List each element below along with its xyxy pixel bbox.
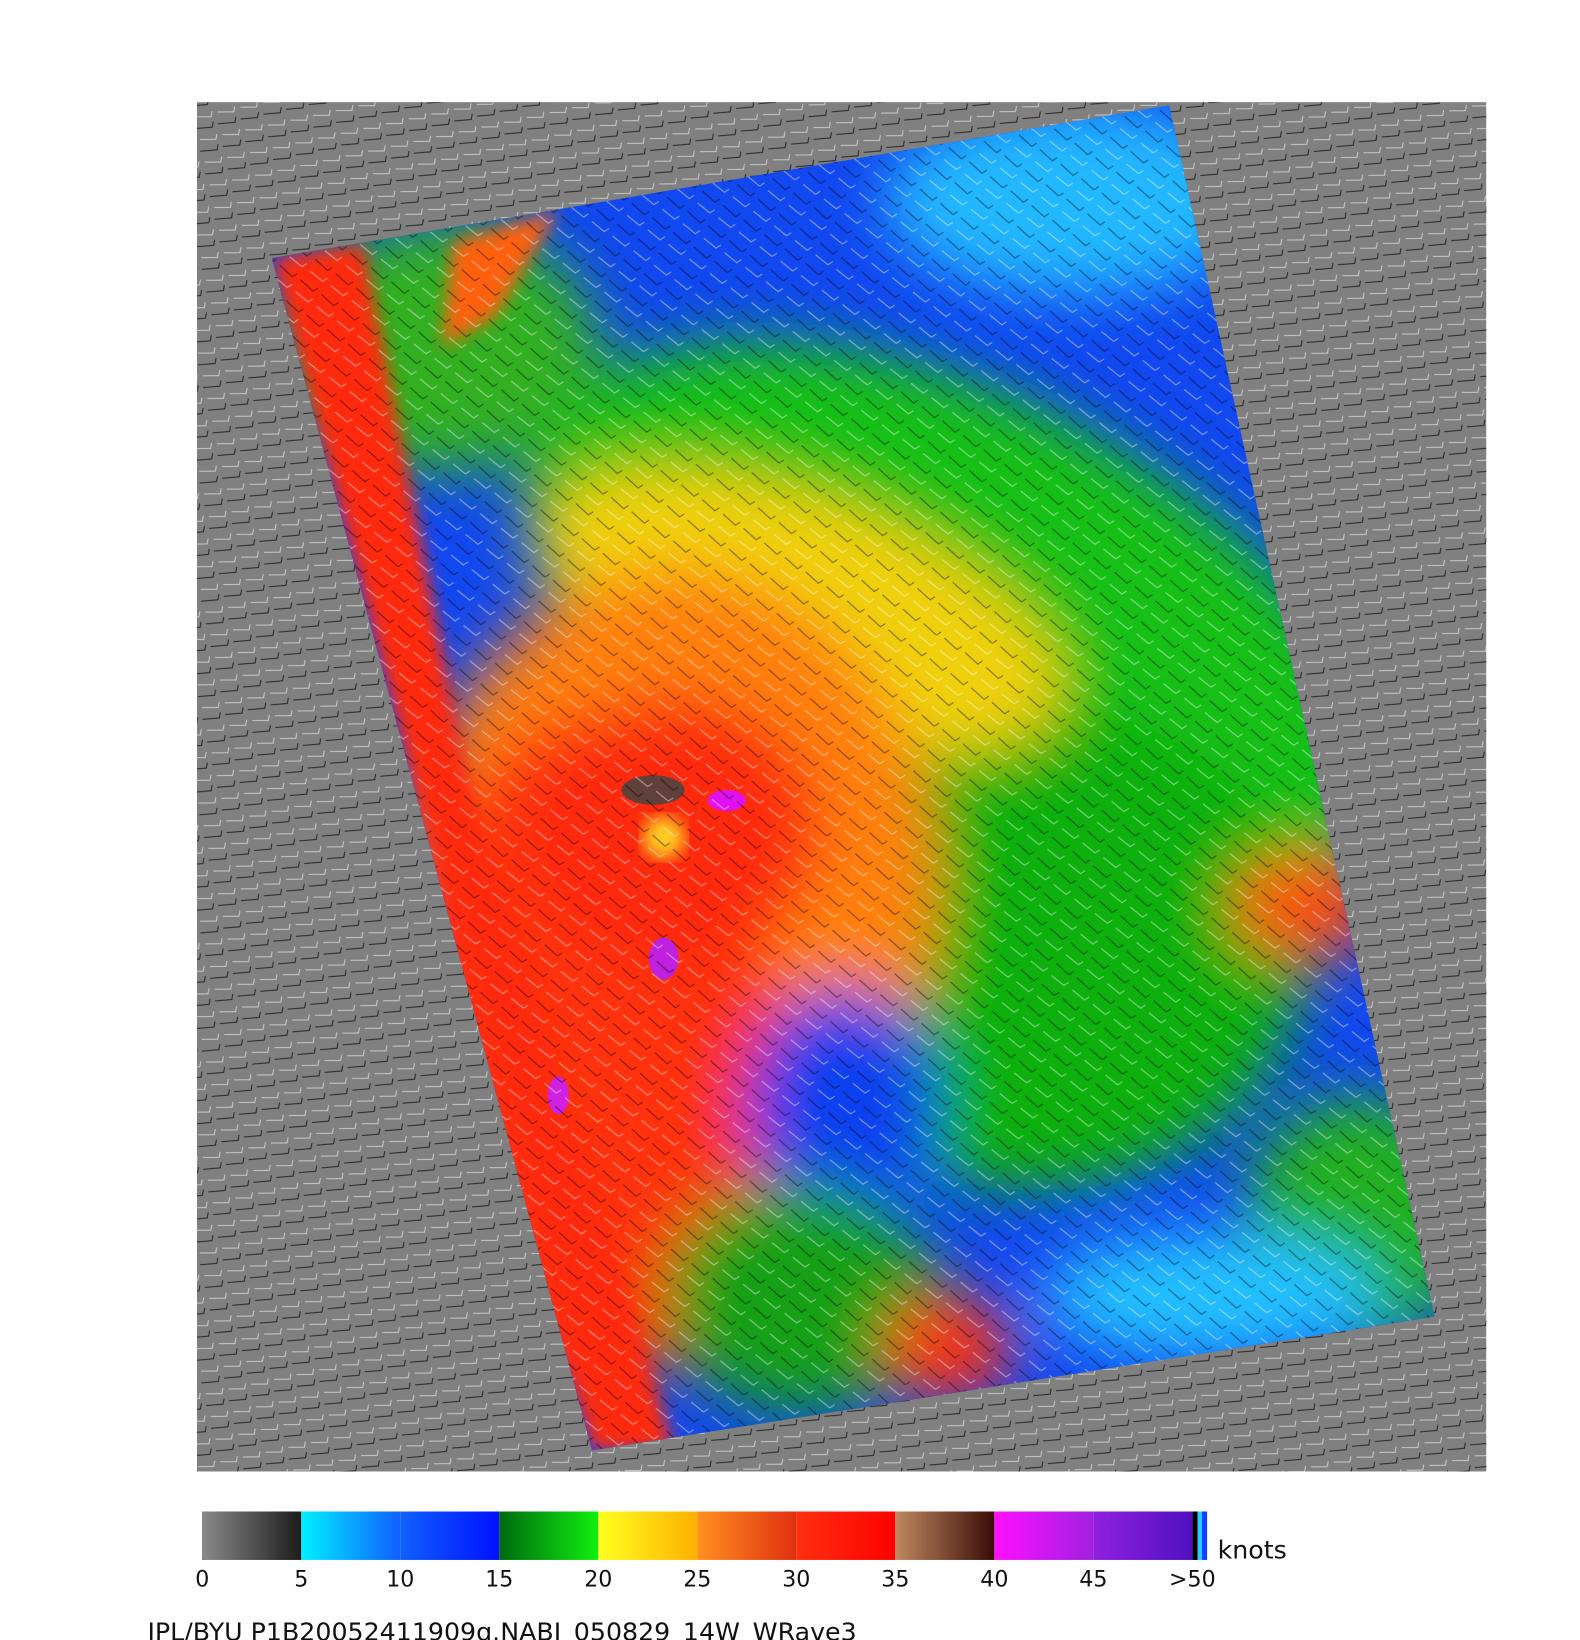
colorbar-segment — [796, 1511, 896, 1560]
colorbar-segment — [400, 1511, 500, 1560]
colorbar-tick-label: 30 — [782, 1566, 810, 1592]
colorbar — [202, 1511, 1208, 1560]
colorbar-tick-label: 25 — [683, 1566, 711, 1592]
map-panel — [196, 102, 1487, 1472]
colorbar-tick-label: 35 — [881, 1566, 909, 1592]
colorbar-segment — [1093, 1511, 1193, 1560]
colorbar-segment — [697, 1511, 797, 1560]
colorbar-segment — [202, 1511, 302, 1560]
colorbar-tick-label: 10 — [386, 1566, 414, 1592]
unit-label: knots — [1218, 1536, 1287, 1565]
colorbar-tick-label: 40 — [980, 1566, 1008, 1592]
colorbar-tick-label: 5 — [294, 1566, 308, 1592]
colorbar-segment — [598, 1511, 698, 1560]
colorbar-tick-label: 45 — [1079, 1566, 1107, 1592]
colorbar-segment — [499, 1511, 599, 1560]
colorbar-tick-label: 20 — [584, 1566, 612, 1592]
colorbar-tick-label: 15 — [485, 1566, 513, 1592]
colorbar-segment — [301, 1511, 401, 1560]
colorbar-segment — [994, 1511, 1094, 1560]
colorbar-tick-label: >50 — [1169, 1566, 1216, 1592]
colorbar-tick-label: 0 — [195, 1566, 209, 1592]
footer: JPL/BYU P1B20052411909q.NABI_050829_14W_… — [145, 1618, 856, 1640]
colorbar-segment — [895, 1511, 995, 1560]
wind-swath — [271, 105, 1435, 1451]
